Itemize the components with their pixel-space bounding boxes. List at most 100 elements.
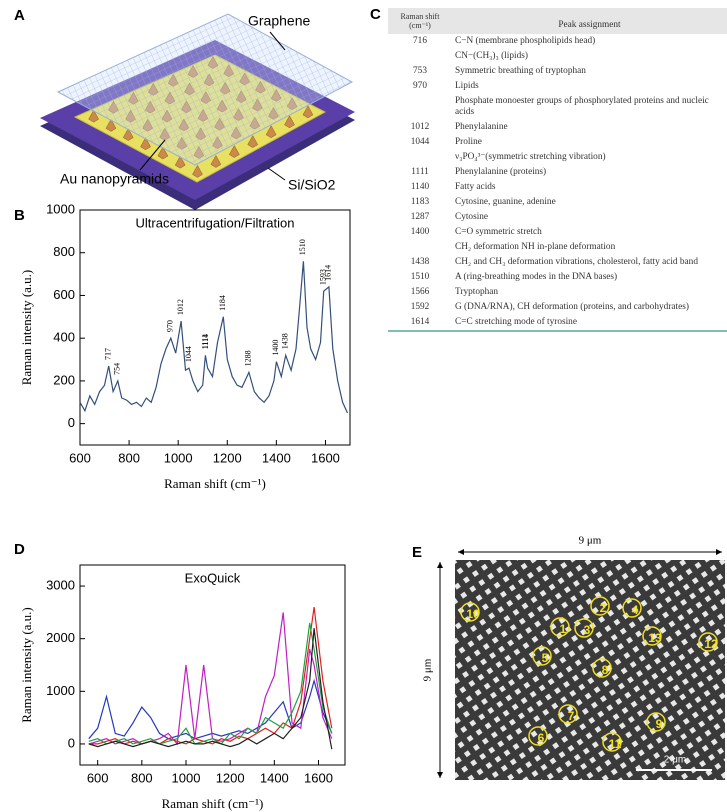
table-row: 716 C−N (membrane phospholipids head) — [388, 34, 727, 49]
spot-circle — [646, 712, 666, 732]
spot-label: 12 — [704, 637, 718, 651]
table-row: 1183 Cytosine, guanine, adenine — [388, 195, 727, 210]
shift-cell: 1111 — [411, 167, 429, 177]
spot-label: 5 — [542, 651, 549, 665]
assignment-cell: ν₃PO₄³⁻(symmetric stretching vibration) — [455, 152, 606, 162]
x-tick-label: 800 — [131, 770, 153, 785]
table-row: Phosphate monoester groups of phosphoryl… — [388, 94, 727, 120]
pyramid — [157, 146, 169, 160]
shift-cell: 1287 — [410, 212, 430, 222]
assignment-cell: Proline — [455, 137, 482, 147]
shift-cell: 1614 — [410, 317, 430, 327]
shift-cell: 1592 — [410, 302, 430, 312]
spot-label: 7 — [568, 709, 575, 723]
panel-letter: E — [412, 544, 422, 561]
table-row: 1044 Proline — [388, 135, 727, 150]
y-axis-label: Raman intensity (a.u.) — [19, 270, 34, 386]
shift-cell: 1183 — [410, 197, 430, 207]
shift-cell: 1044 — [410, 137, 430, 147]
y-tick-label: 800 — [53, 244, 75, 259]
spectrum-line — [88, 622, 333, 745]
y-tick-label: 3000 — [46, 577, 75, 592]
y-axis-label: Raman intensity (a.u.) — [19, 607, 34, 723]
panel-letter: B — [14, 207, 25, 224]
table-panel: C Raman shift (cm⁻¹) Peak assignment 716… — [370, 6, 727, 332]
spot-circle — [642, 626, 662, 646]
spot-label: 6 — [538, 731, 545, 745]
spot-label: 11 — [609, 737, 622, 751]
peak-label: 970 — [166, 320, 175, 332]
spot-label: 10 — [466, 607, 480, 621]
width-label: 9 μm — [579, 535, 602, 547]
x-tick-label: 1400 — [260, 770, 289, 785]
assignment-cell: Phosphate monoester groups of phosphoryl… — [455, 96, 709, 117]
header-cell: Peak assignment — [452, 8, 727, 34]
panel-letter: A — [14, 7, 25, 24]
spot-circle — [574, 618, 594, 638]
pyramid — [192, 164, 203, 178]
assignment-cell: Tryptophan — [455, 287, 499, 297]
peak-label: 1012 — [176, 299, 185, 315]
table-row: 1400 C=O symmetric stretch — [388, 225, 727, 240]
table-row: 1566 Tryptophan — [388, 285, 727, 300]
assignment-cell: Symmetric breathing of tryptophan — [455, 66, 586, 76]
height-label: 9 μm — [422, 658, 434, 681]
chart-title: ExoQuick — [185, 570, 241, 585]
sem-image — [455, 560, 725, 780]
peak-label: 1114 — [201, 334, 210, 349]
assignment-cell: Phenylalanine — [455, 122, 508, 132]
pyramid — [174, 155, 186, 169]
shift-cell: 1140 — [410, 182, 430, 192]
shift-cell: 753 — [413, 66, 427, 76]
table-row: CH₂ deformation NH in-plane deformation — [388, 240, 727, 255]
spot-circle — [532, 646, 552, 666]
chart-title: Ultracentrifugation/Filtration — [136, 215, 295, 230]
pyramid — [247, 135, 259, 148]
x-axis-label: Raman shift (cm⁻¹) — [162, 796, 264, 811]
peak-label: 1288 — [244, 350, 253, 366]
shift-cell: 1510 — [410, 272, 430, 282]
header-row: Raman shift (cm⁻¹) Peak assignment — [388, 8, 727, 34]
assignment-cell: CN−(CH₃)₃ (lipids) — [455, 51, 528, 61]
spot-label: 1 — [560, 622, 567, 636]
shift-cell: 1012 — [410, 122, 430, 132]
graphene-mesh — [56, 13, 354, 166]
table-row: 970 Lipids — [388, 79, 727, 94]
peak-label: 1438 — [281, 333, 290, 349]
y-tick-label: 2000 — [46, 630, 75, 645]
table-row: 1510 A (ring-breathing modes in the DNA b… — [388, 270, 727, 285]
x-tick-label: 600 — [69, 450, 91, 465]
spot-circle — [602, 732, 622, 752]
table-row: 1287 Cytosine — [388, 210, 727, 225]
table-row: 1111 Phenylalanine (proteins) — [388, 165, 727, 180]
spectrum-line — [79, 261, 349, 414]
shift-cell: 1438 — [410, 257, 430, 267]
spectrum-line — [88, 678, 333, 740]
label-substrate: Si/SiO2 — [288, 177, 336, 193]
peak-label: 1593 — [319, 269, 328, 285]
label-nanopyramids: Au nanopyramids — [60, 171, 169, 187]
pyramid — [210, 154, 222, 168]
table-row: CN−(CH₃)₃ (lipids) — [388, 49, 727, 64]
x-tick-label: 1600 — [311, 450, 340, 465]
scale-label: 2 μm — [664, 755, 686, 766]
shift-cell: 716 — [413, 36, 427, 46]
pyramid — [284, 115, 295, 129]
assignment-cell: Lipids — [455, 81, 479, 91]
pyramid — [302, 105, 314, 119]
shift-cell — [388, 240, 452, 255]
peak-table: Raman shift (cm⁻¹) Peak assignment 716 C−… — [388, 8, 727, 332]
spot-label: 3 — [584, 623, 591, 637]
x-tick-label: 1600 — [304, 770, 333, 785]
x-axis-label: Raman shift (cm⁻¹) — [164, 476, 266, 491]
x-tick-label: 1200 — [216, 770, 245, 785]
shift-cell: 1400 — [410, 227, 430, 237]
table-row: 1438 CH₂ and CH₃ deformation vibrations, … — [388, 255, 727, 270]
assignment-cell: Fatty acids — [455, 182, 496, 192]
assignment-cell: Cytosine, guanine, adenine — [455, 197, 556, 207]
leader — [267, 167, 286, 181]
pyramid — [105, 118, 117, 132]
